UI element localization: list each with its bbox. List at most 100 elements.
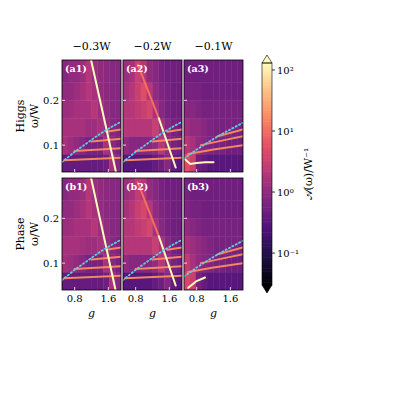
heatmap-cell <box>135 154 141 172</box>
frame <box>184 60 243 172</box>
heatmap-cell <box>135 100 141 118</box>
x-tick-label: 0.8 <box>189 293 205 304</box>
heatmap-cell <box>86 82 92 100</box>
panel-label: (b1) <box>65 181 87 192</box>
panel-label: (b3) <box>187 181 209 192</box>
heatmap-cell <box>153 200 159 218</box>
heatmap-cell <box>202 236 208 254</box>
heatmap-cell <box>147 254 153 272</box>
panel-label: (a3) <box>187 63 209 74</box>
heatmap-cell <box>184 218 190 236</box>
heatmap-cell <box>219 200 225 218</box>
heatmap-cell <box>225 100 231 118</box>
heatmap-cell <box>237 82 243 100</box>
line <box>62 240 121 280</box>
heatmap-cell <box>202 218 208 236</box>
heatmap-cell <box>176 218 182 236</box>
colorbar-tick <box>272 130 275 131</box>
heatmap-cell <box>74 100 80 118</box>
line <box>184 159 214 164</box>
heatmap-cell <box>80 236 86 254</box>
colorbar-label: 𝒜(ω)/W⁻¹ <box>302 148 315 201</box>
x-tick <box>74 287 75 290</box>
heatmap-cell <box>115 178 121 201</box>
heatmap-cell <box>190 218 196 236</box>
y-tick <box>184 100 187 101</box>
y-tick <box>184 263 187 264</box>
heatmap-cell <box>109 218 115 236</box>
heatmap-cell <box>231 272 237 290</box>
heatmap-cell <box>74 272 80 290</box>
heatmap-cell <box>208 118 214 136</box>
heatmap-cell <box>237 272 243 290</box>
column-title: −0.3W <box>72 40 111 53</box>
y-tick <box>62 263 65 264</box>
heatmap-cell <box>170 60 176 83</box>
column-title: −0.2W <box>133 40 172 53</box>
heatmap-cell <box>135 236 141 254</box>
heatmap-cell <box>214 200 220 218</box>
y-tick-label: 0.1 <box>43 258 59 269</box>
heatmap-cell <box>68 100 74 118</box>
y-tick-label: 0.2 <box>43 213 59 224</box>
line <box>91 60 116 172</box>
figure: 0.10.2(a1)−0.3Wω/WHiggs(a2)−0.2W(a3)−0.1… <box>0 0 400 400</box>
heatmap-cell <box>158 200 164 218</box>
heatmap-cell <box>176 236 182 254</box>
heatmap-cell <box>225 218 231 236</box>
heatmap-cell <box>190 82 196 100</box>
heatmap-cell <box>62 118 68 136</box>
heatmap-cell <box>219 136 225 154</box>
heatmap-cell <box>214 118 220 136</box>
x-tick <box>169 169 170 172</box>
heatmap-cell <box>231 60 237 83</box>
heatmap-cell <box>176 100 182 118</box>
heatmap-cell <box>225 272 231 290</box>
heatmap-cell <box>158 82 164 100</box>
heatmap-cell <box>237 118 243 136</box>
y-tick <box>62 218 65 219</box>
heatmap-cell <box>135 118 141 136</box>
heatmap-cell <box>214 136 220 154</box>
heatmap-cell <box>231 100 237 118</box>
line <box>62 122 121 162</box>
column-title: −0.1W <box>194 40 233 53</box>
heatmap-cell <box>164 236 170 254</box>
colorbar-tick <box>272 253 275 254</box>
heatmap-cell <box>123 118 129 136</box>
x-tick <box>230 169 231 172</box>
heatmap-cell <box>214 82 220 100</box>
heatmap-cell <box>237 200 243 218</box>
x-tick-label: 0.8 <box>67 293 83 304</box>
heatmap-cell <box>92 154 98 172</box>
heatmap-cell <box>164 218 170 236</box>
line <box>184 241 243 277</box>
heatmap-cell <box>190 236 196 254</box>
heatmap-cell <box>115 218 121 236</box>
colorbar-tick <box>272 192 275 193</box>
heatmap-cell <box>129 118 135 136</box>
heatmap-cell <box>237 178 243 201</box>
heatmap-cell <box>164 178 170 201</box>
heatmap-cell <box>129 100 135 118</box>
heatmap-cell <box>147 154 153 172</box>
heatmap-cell <box>196 82 202 100</box>
heatmap-cell <box>225 154 231 172</box>
heatmap-cell <box>97 118 103 136</box>
heatmap-cell <box>62 218 68 236</box>
heatmap-cell <box>158 136 164 154</box>
heatmap-cell <box>158 178 164 201</box>
frame <box>184 178 243 290</box>
heatmap-cell <box>164 100 170 118</box>
heatmap-cell <box>196 100 202 118</box>
heatmap-cell <box>231 218 237 236</box>
colorbar: 10⁻¹10⁰10¹10²𝒜(ω)/W⁻¹ <box>262 55 315 293</box>
heatmap-cell <box>184 200 190 218</box>
y-axis-title: ω/W <box>28 103 41 128</box>
heatmap-cell <box>219 178 225 201</box>
heatmap-cell <box>219 254 225 272</box>
heatmap-cell <box>237 236 243 254</box>
heatmap-cell <box>225 178 231 201</box>
heatmap-cell <box>184 236 190 254</box>
heatmap-cell <box>129 236 135 254</box>
